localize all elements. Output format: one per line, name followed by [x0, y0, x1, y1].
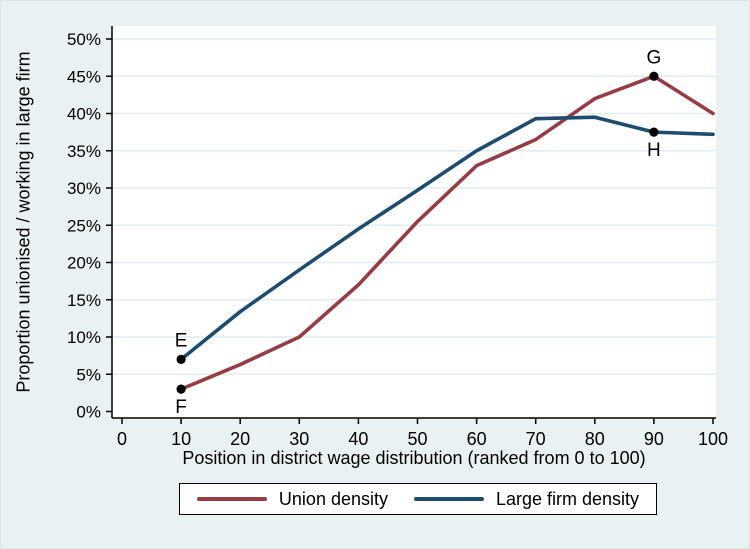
- x-tick-label-50: 50: [407, 429, 427, 449]
- x-tick-label-80: 80: [585, 429, 605, 449]
- y-tick-label-5: 5%: [76, 365, 101, 384]
- legend-label-large-firm-density: Large firm density: [496, 488, 640, 509]
- legend-swatch-union-density: [196, 497, 267, 501]
- y-tick-label-35: 35%: [67, 142, 101, 161]
- x-tick-label-60: 60: [467, 429, 487, 449]
- legend-swatch-large-firm-density: [414, 497, 484, 501]
- y-tick-label-40: 40%: [67, 105, 101, 124]
- x-tick-label-0: 0: [117, 429, 127, 449]
- series-line-large-firm-density: [179, 115, 715, 362]
- x-tick-label-20: 20: [230, 429, 250, 449]
- x-tick-label-40: 40: [348, 429, 368, 449]
- y-tick-label-15: 15%: [67, 291, 101, 310]
- x-tick-label-90: 90: [644, 429, 664, 449]
- legend-item-union-density: Union density: [196, 488, 388, 510]
- series-line-union-density: [179, 74, 715, 391]
- legend: Union density Large firm density: [179, 483, 657, 515]
- marker-G: [649, 71, 659, 81]
- point-label-G: G: [647, 47, 662, 68]
- x-tick-label-10: 10: [171, 429, 191, 449]
- x-tick-label-70: 70: [526, 429, 546, 449]
- y-tick-label-25: 25%: [67, 216, 101, 235]
- y-tick-label-0: 0%: [76, 403, 101, 422]
- plot-area: [112, 26, 716, 418]
- legend-label-union-density: Union density: [278, 488, 388, 509]
- marker-E: [176, 354, 186, 364]
- y-tick-label-45: 45%: [67, 67, 101, 86]
- y-tick-label-20: 20%: [67, 254, 101, 273]
- y-axis-title: Proportion unionised / working in large …: [13, 51, 34, 393]
- x-axis-title: Position in district wage distribution (…: [182, 448, 646, 468]
- point-label-H: H: [647, 140, 661, 161]
- y-tick-label-10: 10%: [67, 328, 101, 347]
- marker-H: [649, 127, 659, 137]
- legend-item-large-firm-density: Large firm density: [414, 489, 639, 510]
- point-label-F: F: [175, 397, 187, 418]
- x-tick-label-30: 30: [289, 429, 309, 449]
- marker-F: [176, 384, 186, 394]
- y-tick-label-30: 30%: [67, 179, 101, 198]
- y-tick-label-50: 50%: [67, 30, 101, 49]
- x-tick-label-100: 100: [698, 429, 728, 449]
- point-label-E: E: [175, 330, 188, 351]
